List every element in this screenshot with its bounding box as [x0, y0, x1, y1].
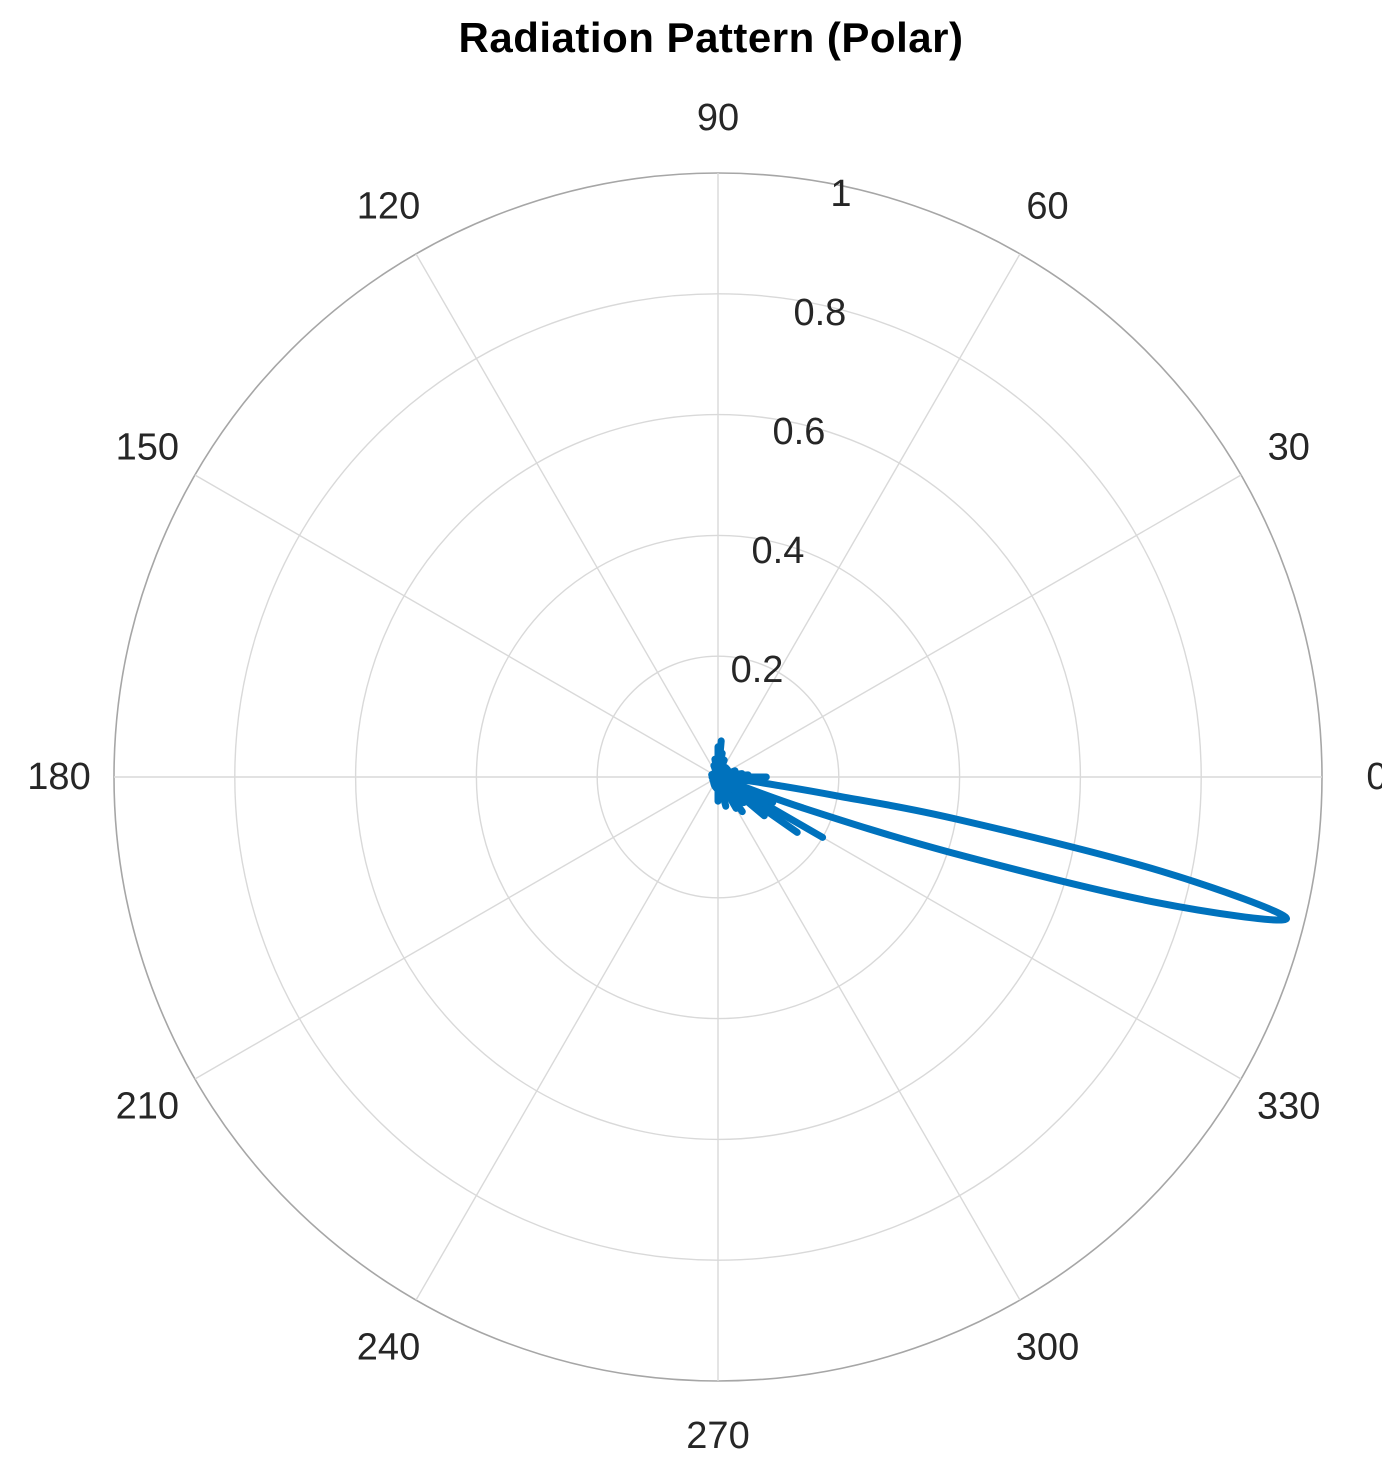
grid-spoke-120 [415, 253, 719, 778]
r-tick-label-1: 1 [830, 173, 851, 215]
chart-title: Radiation Pattern (Polar) [458, 14, 964, 61]
theta-tick-label-330: 330 [1257, 1086, 1320, 1128]
theta-tick-label-240: 240 [357, 1327, 420, 1369]
main-lobe-line [708, 771, 1291, 924]
theta-tick-label-210: 210 [116, 1086, 179, 1128]
grid-spoke-30 [717, 474, 1242, 778]
theta-tick-label-90: 90 [697, 97, 739, 139]
r-tick-label-0-8: 0.8 [793, 292, 846, 334]
grid-spoke-210 [194, 776, 719, 1080]
pattern-core [710, 767, 738, 795]
theta-tick-label-180: 180 [27, 756, 90, 798]
theta-tick-label-300: 300 [1016, 1327, 1079, 1369]
r-tick-labels: 00.20.40.60.81 [725, 173, 851, 810]
series-layer [708, 737, 1291, 924]
angular-grid [114, 173, 1322, 1381]
theta-tick-label-150: 150 [116, 427, 179, 469]
theta-tick-label-30: 30 [1268, 427, 1310, 469]
grid-spoke-240 [415, 776, 719, 1301]
r-tick-label-0-4: 0.4 [752, 530, 805, 572]
theta-tick-label-0: 0 [1366, 756, 1382, 798]
r-tick-label-0-6: 0.6 [773, 411, 826, 453]
theta-tick-label-120: 120 [357, 185, 420, 227]
theta-tick-label-60: 60 [1026, 185, 1068, 227]
grid-spoke-150 [194, 474, 719, 778]
grid-spoke-300 [717, 776, 1021, 1301]
theta-tick-label-270: 270 [686, 1415, 749, 1457]
r-tick-label-0-2: 0.2 [731, 649, 784, 691]
grid-spoke-60 [717, 253, 1021, 778]
theta-tick-labels: 0 30 60 90 120 150 180 210 240 270 300 330 [27, 97, 1382, 1457]
